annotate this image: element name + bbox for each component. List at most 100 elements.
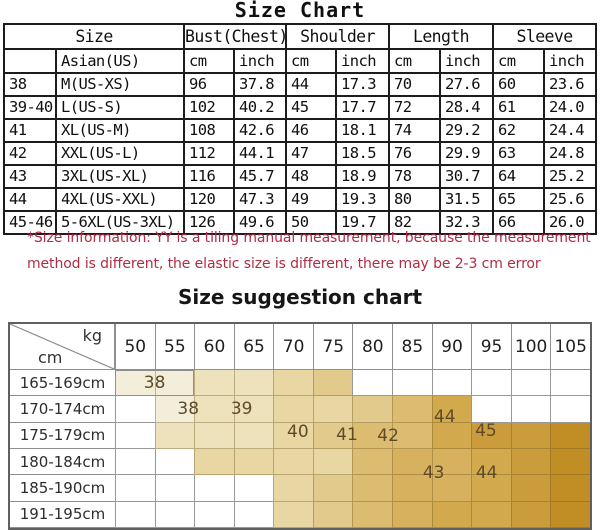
suggestion-grid: kg cm 50 55 60 65 70 75 80 85 90 95 100 105 165-169c… [8,322,592,530]
heatmap-cell [550,422,590,449]
unit-header: cm [183,48,235,74]
heatmap-cell [233,396,274,423]
table-cell: 19.3 [334,187,391,212]
axis-corner-cell: kg cm [10,324,115,370]
table-cell: 45-46 [3,210,57,235]
table-cell: 31.5 [439,187,495,212]
table-cell: 60 [492,72,546,97]
heatmap-cell [352,449,393,476]
suggestion-chart-title: Size suggestion chart [177,285,423,309]
heatmap-cell [312,475,353,502]
unit-header: cm [492,48,546,74]
table-cell: 3XL(US-XL) [55,164,185,189]
table-cell: 23.6 [543,72,598,97]
unit-header: inch [233,48,287,74]
heatmap-cell [392,449,432,476]
table-cell: 82 [388,210,442,235]
kg-column-header: 105 [550,324,590,370]
heatmap-cell [352,370,393,397]
kg-column-header: 85 [392,324,432,370]
kg-column-header: 75 [312,324,353,370]
heatmap-cell [431,370,472,397]
size-note-line-1: *Size information: YY is a tiling manual… [27,230,591,246]
table-cell: 63 [492,141,546,166]
heatmap-cell [510,396,551,423]
kg-column-header: 55 [154,324,195,370]
heatmap-cell [431,396,472,423]
table-row: 39-40 L(US-S) 102 40.2 45 17.7 72 28.4 61 24.0 [3,95,598,120]
heatmap-cell [510,475,551,502]
unit-header: inch [334,48,391,74]
table-cell: 18.1 [334,118,391,143]
table-cell: 96 [183,72,235,97]
heatmap-cell [510,501,551,528]
table-row: 43 3XL(US-XL) 116 45.7 48 18.9 78 30.7 64 25.2 [3,164,598,189]
size-region-label: 40 [287,421,309,442]
heatmap-cell [154,449,195,476]
cm-row-header: 165-169cm [10,370,115,397]
heatmap-cell [273,370,313,397]
table-cell: 18.9 [334,164,391,189]
cm-row-header: 191-195cm [10,501,115,528]
size-region-label: 44 [433,407,456,428]
heatmap-cell [431,422,472,449]
heatmap-cell [550,449,590,476]
cm-axis-label: cm [38,348,63,367]
unit-header: cm [285,48,337,74]
table-row: 41 XL(US-M) 108 42.6 46 18.1 74 29.2 62 24.4 [3,118,598,143]
table-cell: 42 [3,141,57,166]
table-cell: 64 [492,164,546,189]
heatmap-cell [115,449,155,476]
table-cell: 25.2 [543,164,598,189]
size-chart-title: Size Chart [234,0,366,22]
table-cell: 30.7 [439,164,495,189]
table-cell: 47 [285,141,337,166]
heatmap-cell [312,449,353,476]
kg-column-header: 65 [233,324,274,370]
heatmap-cell [194,449,234,476]
table-cell: 27.6 [439,72,495,97]
heatmap-cell [471,449,511,476]
unit-header [3,48,57,74]
table-cell: 70 [388,72,442,97]
kg-column-header: 50 [115,324,155,370]
kg-column-header: 80 [352,324,393,370]
heatmap-cell [154,396,195,423]
heatmap-cell [392,396,432,423]
table-cell: 65 [492,187,546,212]
table-cell: 112 [183,141,235,166]
heatmap-cell [510,449,551,476]
table-cell: 126 [183,210,235,235]
heatmap-cell [550,501,590,528]
table-cell: 72 [388,95,442,120]
table-cell: 4XL(US-XXL) [55,187,185,212]
heatmap-cell [471,422,511,449]
heatmap-cell [550,396,590,423]
heatmap-cell [194,422,234,449]
table-cell: 78 [388,164,442,189]
table-cell: 43 [3,164,57,189]
table-cell: 32.3 [439,210,495,235]
unit-header: inch [543,48,598,74]
size-region-label: 44 [475,462,498,483]
kg-axis-label: kg [82,326,102,345]
heatmap-cell [233,370,274,397]
table-cell: 120 [183,187,235,212]
heatmap-cell [312,396,353,423]
table-cell: 102 [183,95,235,120]
table-row: 44 4XL(US-XXL) 120 47.3 49 19.3 80 31.5 65 25.6 [3,187,598,212]
table-cell: 38 [3,72,57,97]
table-cell: 18.5 [334,141,391,166]
table-cell: 25.6 [543,187,598,212]
heatmap-cell [312,422,353,449]
heatmap-cell [510,370,551,397]
column-group-header: Size [3,23,185,50]
heatmap-cell [312,501,353,528]
table-cell: 108 [183,118,235,143]
table-cell: 24.8 [543,141,598,166]
table-cell: L(US-S) [55,95,185,120]
table-cell: 39-40 [3,95,57,120]
table-cell: 44 [285,72,337,97]
table-cell: 44 [3,187,57,212]
